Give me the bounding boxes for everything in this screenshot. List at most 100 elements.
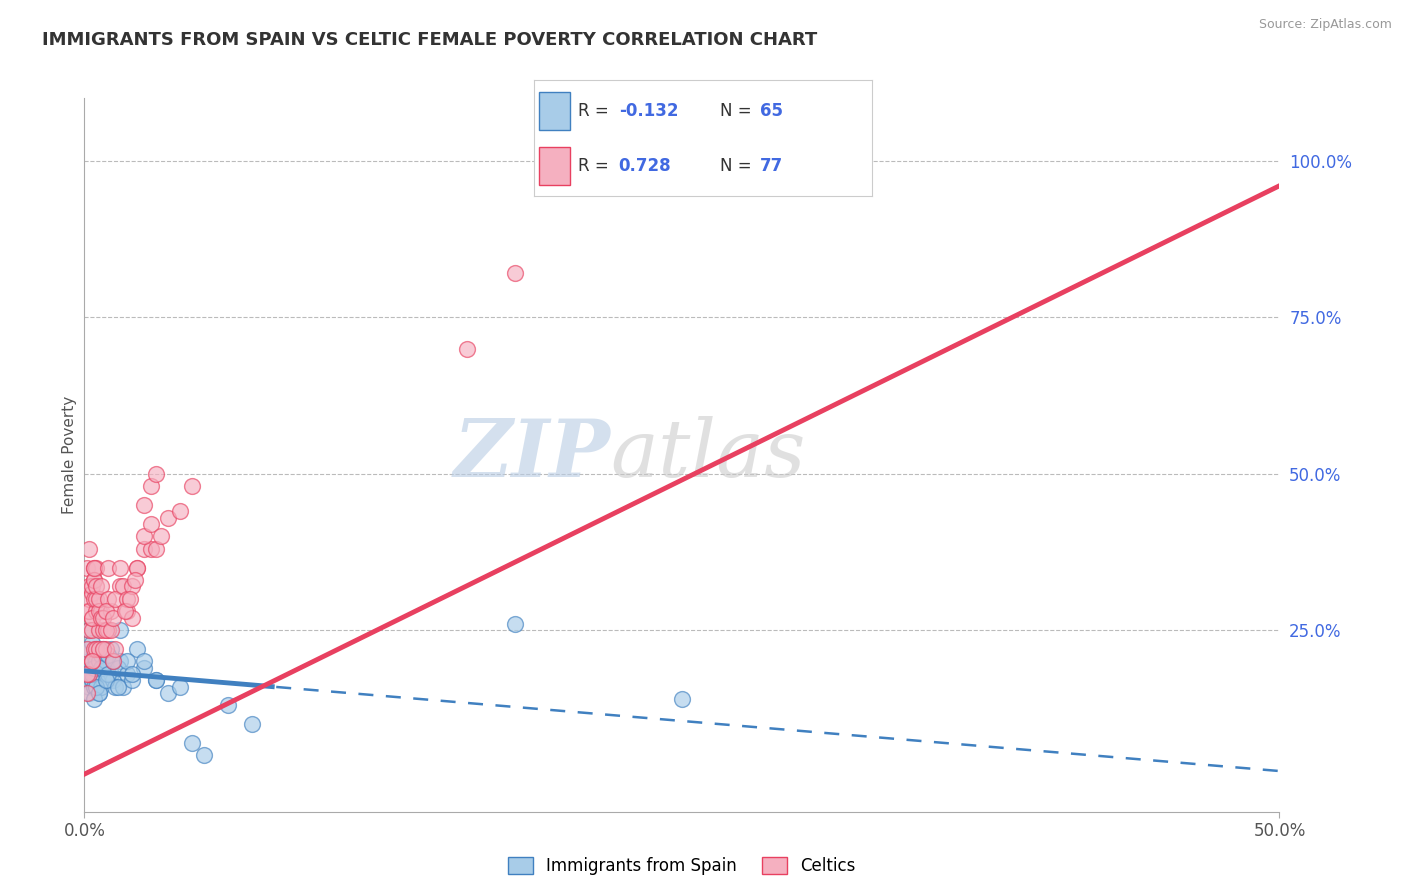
Point (87, 686, 110, 700)
Point (217, 698, 239, 713)
Text: 77: 77 (761, 157, 783, 175)
Point (80, 667, 103, 681)
Point (80, 610, 103, 624)
Text: 0.728: 0.728 (619, 157, 671, 175)
Point (93, 642, 115, 657)
Point (93, 623, 115, 637)
Point (77, 667, 100, 681)
Point (83, 642, 105, 657)
Point (145, 467, 167, 481)
Point (121, 579, 143, 593)
Point (121, 610, 143, 624)
Point (503, 266, 526, 280)
Point (132, 498, 156, 512)
Point (94, 655, 117, 669)
Point (86, 661, 108, 675)
Point (76, 560, 98, 574)
Point (180, 479, 202, 493)
Point (94, 667, 117, 681)
Point (125, 560, 148, 574)
Point (77, 604, 100, 618)
Point (93, 661, 115, 675)
Point (132, 655, 156, 669)
Point (83, 560, 105, 574)
Point (87, 655, 110, 669)
Point (169, 680, 191, 694)
Point (104, 680, 127, 694)
Point (93, 673, 115, 688)
Point (90, 610, 112, 624)
Point (90, 648, 112, 663)
Point (149, 529, 172, 543)
Point (114, 604, 136, 618)
Point (101, 655, 124, 669)
Point (124, 573, 146, 587)
Point (90, 579, 112, 593)
Point (141, 516, 163, 531)
Point (83, 560, 105, 574)
Point (97, 648, 120, 663)
Point (86, 604, 108, 618)
Point (193, 748, 215, 763)
Point (76, 642, 98, 657)
Point (76, 667, 98, 681)
Point (121, 667, 143, 681)
Text: N =: N = (720, 102, 756, 120)
Point (86, 579, 108, 593)
Point (94, 623, 117, 637)
Point (87, 623, 110, 637)
Text: R =: R = (578, 102, 614, 120)
Point (77, 686, 100, 700)
Point (87, 604, 110, 618)
Point (83, 667, 105, 681)
Point (101, 673, 124, 688)
Point (100, 604, 122, 618)
Point (240, 717, 263, 731)
Point (83, 661, 105, 675)
Point (671, 692, 693, 706)
Point (145, 541, 167, 556)
Point (107, 680, 129, 694)
Point (104, 642, 127, 657)
Point (86, 655, 108, 669)
Point (86, 591, 108, 606)
Point (121, 673, 143, 688)
Point (80, 610, 103, 624)
Point (110, 579, 132, 593)
Point (97, 591, 120, 606)
Point (87, 642, 110, 657)
Point (80, 579, 103, 593)
Text: -0.132: -0.132 (619, 102, 678, 120)
Point (145, 673, 167, 688)
Point (93, 610, 115, 624)
Point (180, 736, 202, 750)
Point (117, 667, 139, 681)
Point (132, 661, 156, 675)
Text: atlas: atlas (610, 417, 806, 493)
Legend: Immigrants from Spain, Celtics: Immigrants from Spain, Celtics (502, 850, 862, 882)
Point (86, 655, 108, 669)
Point (110, 655, 132, 669)
Point (90, 661, 112, 675)
Point (100, 642, 122, 657)
Point (132, 541, 156, 556)
Point (90, 680, 112, 694)
Point (86, 680, 108, 694)
Y-axis label: Female Poverty: Female Poverty (62, 396, 77, 514)
Point (77, 623, 100, 637)
Point (117, 591, 139, 606)
Point (104, 591, 127, 606)
Point (118, 591, 141, 606)
Point (86, 560, 108, 574)
Point (107, 661, 129, 675)
Point (83, 573, 105, 587)
Point (145, 673, 167, 688)
Point (83, 692, 105, 706)
Point (87, 686, 110, 700)
Point (80, 655, 103, 669)
Point (83, 680, 105, 694)
Point (80, 655, 103, 669)
Point (80, 673, 103, 688)
Point (456, 342, 478, 356)
Point (77, 680, 100, 694)
